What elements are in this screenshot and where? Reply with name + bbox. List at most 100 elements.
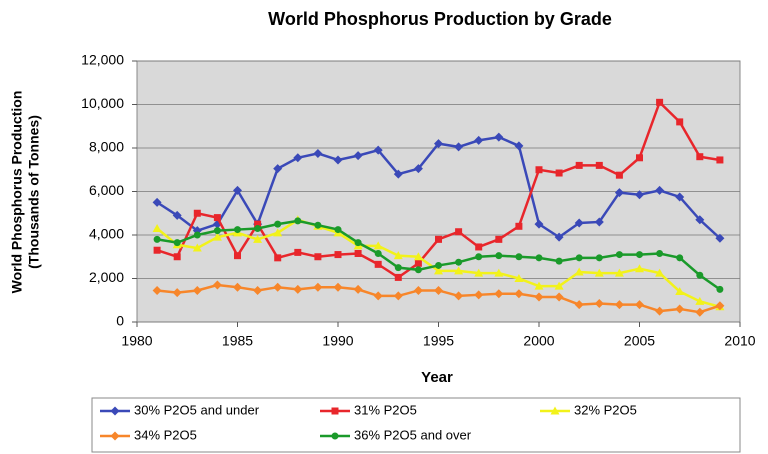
- marker: [334, 251, 342, 259]
- marker: [454, 142, 464, 152]
- y-tick-label: 2,000: [89, 269, 124, 285]
- y-tick-label: 4,000: [89, 226, 124, 242]
- marker: [535, 254, 543, 262]
- marker: [594, 268, 604, 277]
- marker: [635, 190, 644, 200]
- marker: [575, 161, 583, 169]
- marker: [595, 254, 603, 262]
- marker: [333, 155, 343, 165]
- legend-label: 32% P2O5: [574, 402, 637, 417]
- marker: [594, 217, 604, 227]
- marker: [394, 264, 402, 272]
- y-tick-label: 0: [116, 313, 124, 329]
- marker: [474, 135, 484, 145]
- marker: [212, 280, 222, 290]
- marker: [675, 287, 685, 296]
- marker: [193, 231, 201, 239]
- marker: [475, 243, 483, 251]
- marker: [716, 156, 724, 164]
- marker: [474, 268, 484, 277]
- marker: [293, 153, 303, 163]
- marker: [655, 268, 665, 277]
- marker: [253, 234, 263, 243]
- marker: [435, 261, 442, 269]
- legend-marker: [110, 431, 120, 441]
- legend-marker: [331, 432, 339, 440]
- marker: [636, 154, 643, 162]
- marker: [475, 253, 483, 261]
- marker: [555, 257, 563, 265]
- y-axis-label-line: (Thousands of Tonnes): [26, 115, 42, 269]
- marker: [656, 98, 664, 106]
- marker: [373, 291, 383, 301]
- marker: [614, 300, 624, 310]
- marker: [394, 273, 402, 281]
- y-tick-label: 12,000: [81, 52, 124, 68]
- marker: [574, 218, 584, 228]
- marker: [695, 307, 705, 317]
- marker: [455, 258, 463, 266]
- marker: [173, 239, 181, 247]
- marker: [172, 210, 182, 220]
- legend-label: 34% P2O5: [134, 427, 197, 442]
- marker: [675, 304, 685, 314]
- marker: [514, 289, 524, 299]
- marker: [273, 164, 283, 174]
- marker: [193, 209, 201, 217]
- legend-marker: [110, 406, 120, 416]
- marker: [495, 252, 503, 260]
- marker: [273, 282, 283, 292]
- marker: [414, 266, 422, 274]
- y-tick-label: 10,000: [81, 95, 124, 111]
- marker: [414, 259, 422, 267]
- marker: [393, 291, 403, 301]
- marker: [494, 289, 504, 299]
- marker: [656, 249, 664, 257]
- marker: [615, 251, 623, 259]
- marker: [574, 300, 584, 310]
- marker: [212, 232, 222, 241]
- x-tick-label: 2005: [624, 333, 655, 349]
- marker: [494, 132, 504, 142]
- marker: [333, 282, 343, 292]
- marker: [213, 227, 221, 235]
- marker: [153, 235, 161, 243]
- marker: [313, 282, 323, 292]
- marker: [152, 285, 162, 295]
- marker: [636, 251, 643, 259]
- marker: [393, 169, 403, 179]
- y-tick-label: 6,000: [89, 182, 124, 198]
- marker: [434, 139, 443, 149]
- marker: [234, 226, 241, 234]
- legend-label: 31% P2O5: [354, 402, 417, 417]
- marker: [695, 296, 705, 305]
- marker: [655, 185, 665, 195]
- marker: [494, 268, 504, 277]
- marker: [254, 224, 262, 232]
- marker: [696, 271, 704, 279]
- marker: [153, 246, 161, 254]
- marker: [695, 215, 705, 225]
- marker: [594, 299, 604, 309]
- marker: [554, 232, 564, 242]
- marker: [274, 254, 282, 262]
- marker: [514, 141, 524, 151]
- marker: [274, 220, 282, 228]
- legend-box: [91, 397, 741, 453]
- marker: [635, 300, 644, 310]
- marker: [534, 281, 544, 290]
- marker: [635, 264, 644, 273]
- marker: [614, 268, 624, 277]
- chart-title: World Phosphorus Production by Grade: [268, 9, 612, 29]
- marker: [353, 151, 363, 161]
- marker: [393, 251, 403, 260]
- y-axis-label: World Phosphorus Production (Thousands o…: [9, 91, 42, 294]
- marker: [294, 217, 302, 225]
- marker: [554, 292, 564, 302]
- y-axis-label-line: World Phosphorus Production: [9, 91, 25, 294]
- marker: [374, 249, 382, 257]
- marker: [413, 285, 423, 295]
- x-axis-label: Year: [421, 369, 453, 386]
- marker: [595, 161, 603, 169]
- x-tick-label: 2010: [724, 333, 755, 349]
